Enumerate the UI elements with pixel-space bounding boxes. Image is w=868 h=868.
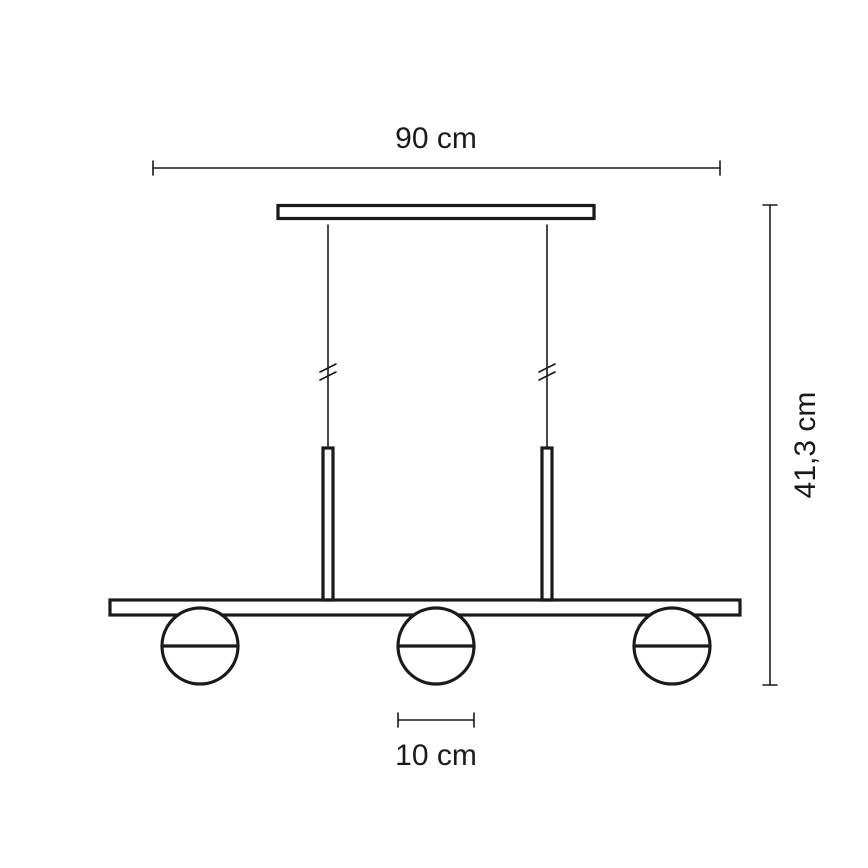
globe-1 bbox=[162, 608, 238, 684]
canopy bbox=[278, 206, 594, 219]
dim-ball: 10 cm bbox=[395, 713, 477, 772]
globe-2 bbox=[398, 608, 474, 684]
dim-height: 41,3 cm bbox=[763, 205, 822, 685]
suspension-left bbox=[320, 225, 336, 600]
tube-left bbox=[323, 448, 333, 600]
globe-3 bbox=[634, 608, 710, 684]
dim-width-label: 90 cm bbox=[395, 122, 477, 155]
dim-width: 90 cm bbox=[153, 122, 720, 175]
dim-height-label: 41,3 cm bbox=[789, 392, 822, 499]
canopy-plate bbox=[278, 206, 594, 219]
globes bbox=[162, 608, 710, 684]
suspension-right bbox=[539, 225, 555, 600]
tube-right bbox=[542, 448, 552, 600]
dim-ball-label: 10 cm bbox=[395, 739, 477, 772]
